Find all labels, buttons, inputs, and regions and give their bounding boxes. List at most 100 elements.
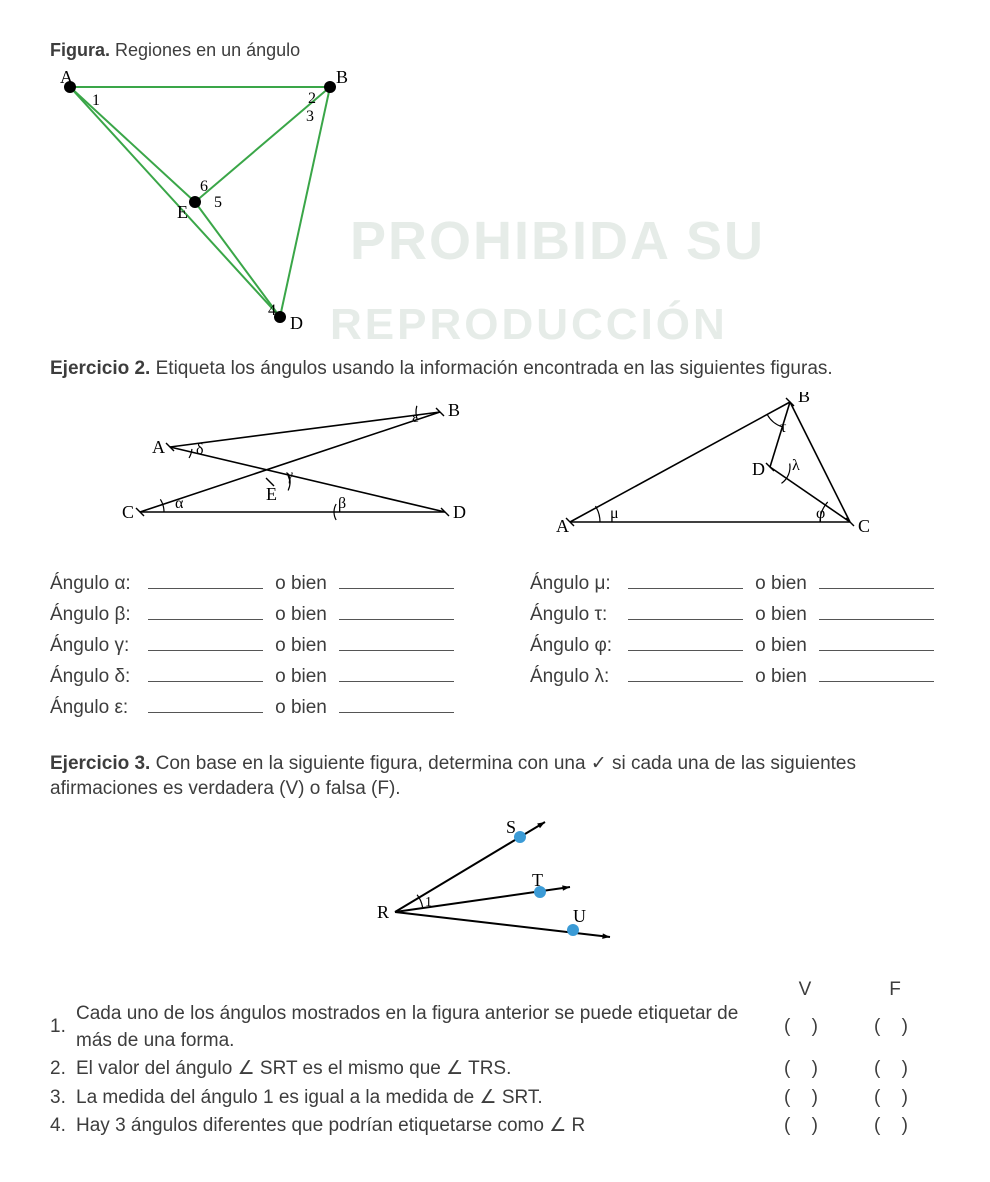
svg-text:τ: τ [780, 419, 787, 436]
angle-blank[interactable] [819, 570, 934, 589]
svg-text:U: U [573, 906, 586, 926]
angle-label: Ángulo γ: [50, 635, 142, 657]
exercise-2-text: Etiqueta los ángulos usando la informaci… [150, 358, 832, 379]
angle-row: Ángulo τ:o bien [530, 601, 940, 626]
svg-text:δ: δ [196, 441, 204, 458]
svg-text:ε: ε [412, 409, 419, 426]
tf-cell-v[interactable]: ( ) [760, 1113, 850, 1140]
exercise-2-heading: Ejercicio 2. Etiqueta los ángulos usando… [50, 356, 940, 382]
true-false-table: V F 1.Cada uno de los ángulos mostrados … [50, 979, 940, 1140]
exercise-3-text: Con base en la siguiente figura, determi… [50, 753, 856, 800]
angle-blank[interactable] [628, 663, 743, 682]
or-word: o bien [755, 604, 807, 626]
svg-text:3: 3 [306, 108, 314, 125]
figure-caption: Figura. Regiones en un ángulo [50, 40, 940, 61]
angle-blank[interactable] [628, 601, 743, 620]
or-word: o bien [275, 604, 327, 626]
tf-cell-f[interactable]: ( ) [850, 1113, 940, 1140]
angle-row: Ángulo ε: o bien [50, 694, 460, 719]
svg-text:γ: γ [285, 467, 293, 484]
svg-text:D: D [290, 313, 303, 333]
svg-text:T: T [532, 870, 543, 890]
angle-row: Ángulo γ: o bien [50, 632, 460, 657]
angle-blank[interactable] [628, 570, 743, 589]
svg-text:2: 2 [308, 90, 316, 107]
svg-text:E: E [177, 202, 188, 222]
figure-caption-text: Regiones en un ángulo [110, 40, 300, 60]
svg-text:D: D [453, 502, 466, 522]
angle-column-left: Ángulo α:o bien Ángulo β: o bien Ángulo γ: o… [50, 570, 460, 725]
exercise-3-bold: Ejercicio 3. [50, 753, 150, 774]
tf-cell-v[interactable]: ( ) [760, 1056, 850, 1083]
angle-blank[interactable] [148, 632, 263, 651]
angle-blank[interactable] [339, 570, 454, 589]
angle-row: Ángulo β: o bien [50, 601, 460, 626]
or-word: o bien [275, 635, 327, 657]
angle-blank[interactable] [819, 632, 934, 651]
svg-text:1: 1 [425, 895, 432, 910]
angle-blank[interactable] [148, 570, 263, 589]
exercise-2-bold: Ejercicio 2. [50, 358, 150, 379]
angle-row: Ángulo μ:o bien [530, 570, 940, 595]
angle-label: Ángulo φ: [530, 635, 622, 657]
svg-text:B: B [336, 67, 348, 87]
svg-text:B: B [448, 400, 460, 420]
svg-text:B: B [798, 392, 810, 406]
svg-text:5: 5 [214, 194, 222, 211]
svg-text:A: A [60, 67, 73, 87]
or-word: o bien [755, 635, 807, 657]
tf-row: 3.La medida del ángulo 1 es igual a la m… [50, 1085, 940, 1112]
svg-text:C: C [858, 516, 870, 536]
angle-blank[interactable] [148, 601, 263, 620]
figure-diagram: ABED123654 [50, 67, 940, 342]
or-word: o bien [755, 573, 807, 595]
svg-text:A: A [152, 437, 165, 457]
tf-header: V F [50, 979, 940, 1001]
tf-header-v: V [760, 979, 850, 1001]
tf-number: 2. [50, 1056, 76, 1083]
figure-caption-bold: Figura. [50, 40, 110, 60]
angle-row: Ángulo α:o bien [50, 570, 460, 595]
angle-label: Ángulo δ: [50, 666, 142, 688]
tf-row: 2.El valor del ángulo ∠ SRT es el mismo … [50, 1056, 940, 1083]
angle-blank[interactable] [819, 601, 934, 620]
angle-worksheet: Ángulo α:o bien Ángulo β: o bien Ángulo γ: o… [50, 570, 940, 725]
angle-blank[interactable] [339, 601, 454, 620]
tf-row: 1.Cada uno de los ángulos mostrados en l… [50, 1001, 940, 1054]
angle-row: Ángulo δ:o bien [50, 663, 460, 688]
angle-blank[interactable] [819, 663, 934, 682]
angle-label: Ángulo λ: [530, 666, 622, 688]
or-word: o bien [275, 573, 327, 595]
svg-text:S: S [506, 817, 516, 837]
svg-text:β: β [338, 495, 346, 512]
tf-cell-f[interactable]: ( ) [850, 1014, 940, 1041]
svg-text:D: D [752, 459, 765, 479]
svg-text:μ: μ [610, 505, 619, 522]
or-word: o bien [755, 666, 807, 688]
angle-blank[interactable] [148, 663, 263, 682]
tf-statement: El valor del ángulo ∠ SRT es el mismo qu… [76, 1056, 760, 1083]
angle-column-right: Ángulo μ:o bien Ángulo τ:o bien Ángulo φ: o… [530, 570, 940, 725]
tf-number: 3. [50, 1085, 76, 1112]
exercise-3-heading: Ejercicio 3. Con base en la siguiente fi… [50, 751, 940, 802]
angle-blank[interactable] [628, 632, 743, 651]
angle-label: Ángulo ε: [50, 697, 142, 719]
angle-blank[interactable] [339, 632, 454, 651]
angle-blank[interactable] [148, 694, 263, 713]
exercise3-diagram: S T U 1 R [50, 812, 940, 967]
or-word: o bien [275, 697, 327, 719]
angle-blank[interactable] [339, 663, 454, 682]
svg-text:α: α [175, 495, 184, 512]
angle-blank[interactable] [339, 694, 454, 713]
tf-cell-f[interactable]: ( ) [850, 1085, 940, 1112]
exercise2-left-diagram: ABCDEδεγαβ [110, 392, 480, 542]
tf-cell-v[interactable]: ( ) [760, 1014, 850, 1041]
tf-header-f: F [850, 979, 940, 1001]
svg-text:C: C [122, 502, 134, 522]
angle-row: Ángulo φ: o bien [530, 632, 940, 657]
tf-cell-v[interactable]: ( ) [760, 1085, 850, 1112]
angle-label: Ángulo β: [50, 604, 142, 626]
tf-cell-f[interactable]: ( ) [850, 1056, 940, 1083]
svg-text:1: 1 [92, 92, 100, 109]
svg-text:R: R [377, 902, 389, 922]
